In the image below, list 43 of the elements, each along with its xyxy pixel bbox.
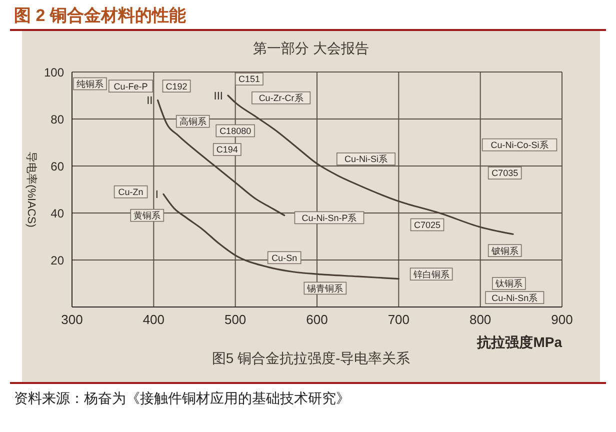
x-axis-title: 抗拉强度MPa [476, 334, 562, 350]
annotation: 铍铜系 [490, 246, 518, 256]
y-tick-label: 20 [50, 253, 64, 268]
y-tick-label: 40 [50, 206, 64, 220]
text: 图5 铜合金抗拉强度-导电率关系 [210, 350, 412, 368]
line-series [162, 193, 400, 280]
y-axis-title: 导电率(%IACS) [25, 152, 38, 228]
y-tick-label: 100 [44, 65, 64, 80]
annotation: 钛铜系 [494, 278, 522, 289]
series-label: II [146, 95, 153, 108]
x-tick-label: 700 [388, 312, 410, 328]
text: 第一部分 大会报告 [252, 40, 370, 58]
annotation: Cu-Zr-Cr系 [258, 93, 304, 103]
y-tick-label: 80 [50, 112, 64, 126]
x-tick-label: 300 [61, 312, 83, 328]
annotation: Cu-Sn [272, 252, 298, 263]
annotation: C194 [216, 144, 238, 155]
x-tick-label: 800 [469, 312, 492, 328]
annotation: Cu-Fe-P [114, 81, 148, 92]
x-tick-label: 600 [306, 312, 328, 328]
annotation: Cu-Ni-Si系 [344, 154, 388, 164]
y-tick-label: 60 [50, 159, 64, 174]
annotation: 黄铜系 [134, 210, 161, 220]
annotation: C151 [238, 74, 260, 84]
annotation: 锌白铜系 [412, 269, 450, 280]
series-label: I [155, 189, 158, 202]
annotation: 高铜系 [179, 116, 206, 126]
x-tick-label: 900 [551, 312, 573, 328]
annotation: 锡青铜系 [306, 283, 344, 294]
annotation: C7035 [492, 168, 518, 178]
annotation: Cu-Ni-Co-Si系 [490, 140, 548, 150]
annotation: Cu-Zn [118, 187, 144, 197]
annotation: Cu-Ni-Sn系 [492, 292, 538, 303]
annotation: Cu-Ni-Sn-P系 [302, 212, 357, 223]
annotation: C18080 [220, 126, 252, 136]
series-label: III [214, 90, 223, 102]
x-tick-label: 500 [224, 312, 246, 328]
annotation: 纯铜系 [76, 78, 104, 89]
x-tick-label: 400 [142, 312, 165, 328]
text: 资料来源：杨奋为《接触件铜材应用的基础技术研究》 [14, 390, 350, 408]
chart-title: 图 2 铜合金材料的性能 [14, 5, 186, 27]
annotation: C7025 [414, 220, 441, 230]
annotation: C192 [166, 81, 188, 92]
